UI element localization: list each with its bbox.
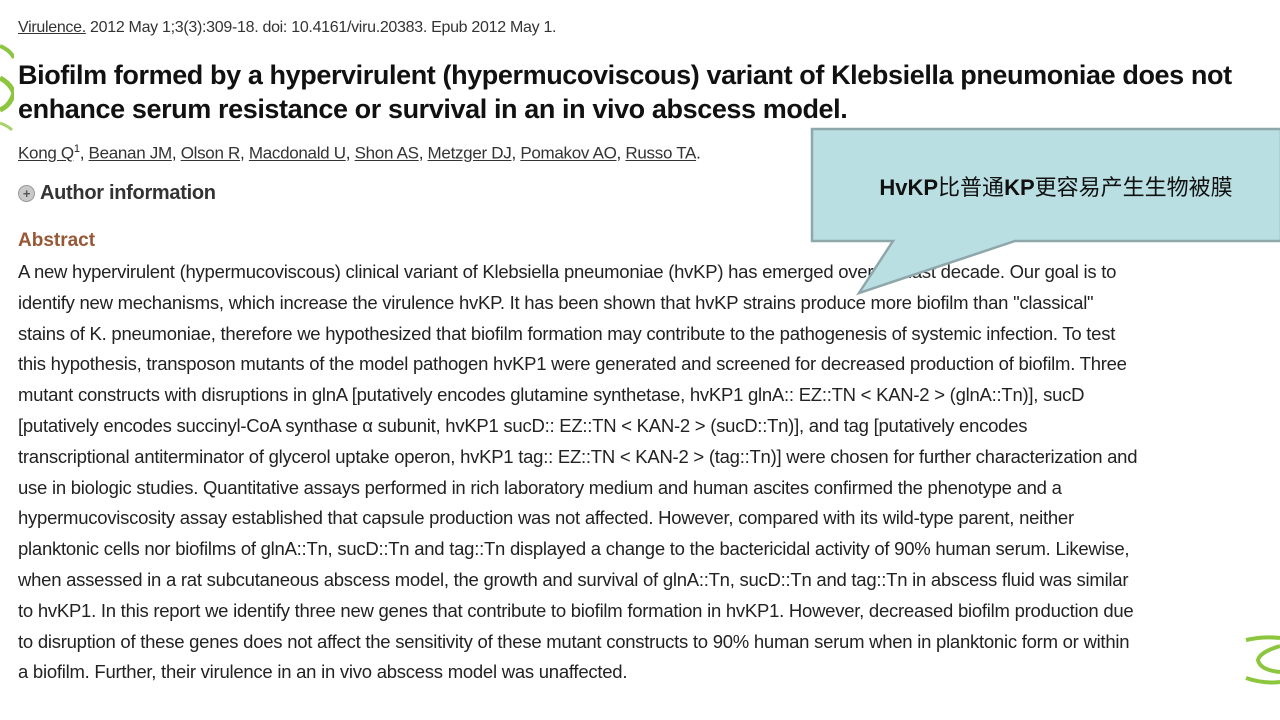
author-link[interactable]: Beanan JM bbox=[88, 143, 173, 163]
abstract-line: stains of K. pneumoniae, therefore we hy… bbox=[18, 322, 1116, 344]
logo-swoosh-icon bbox=[0, 44, 14, 132]
author-link[interactable]: Kong Q bbox=[18, 143, 74, 163]
abstract-line: this hypothesis, transposon mutants of t… bbox=[18, 353, 1127, 375]
abstract-line: [putatively encodes succinyl-CoA synthas… bbox=[18, 414, 1028, 436]
author-link[interactable]: Macdonald U bbox=[248, 143, 346, 163]
journal-link[interactable]: Virulence. bbox=[18, 19, 86, 36]
abstract-heading: Abstract bbox=[18, 230, 96, 251]
citation-details: 2012 May 1;3(3):309-18. doi: 10.4161/vir… bbox=[85, 19, 557, 36]
author-link[interactable]: Shon AS bbox=[354, 143, 419, 163]
abstract-line: mutant constructs with disruptions in gl… bbox=[18, 384, 1085, 406]
abstract-text: A new hypervirulent (hypermucoviscous) c… bbox=[18, 257, 1138, 688]
expand-plus-icon: + bbox=[18, 185, 35, 202]
abstract-line: hypermucoviscosity assay established tha… bbox=[18, 507, 1074, 529]
abstract-line: a biofilm. Further, their virulence in a… bbox=[18, 661, 628, 683]
affiliation-marker: 1 bbox=[73, 143, 80, 155]
abstract-line: use in biologic studies. Quantitative as… bbox=[18, 476, 1062, 498]
abstract-line: to hvKP1. In this report we identify thr… bbox=[18, 599, 1134, 621]
abstract-line: identify new mechanisms, which increase … bbox=[18, 291, 1094, 313]
author-information-label: Author information bbox=[40, 182, 216, 204]
abstract-line: planktonic cells nor biofilms of glnA::T… bbox=[18, 538, 1130, 560]
abstract-line: when assessed in a rat subcutaneous absc… bbox=[18, 568, 1129, 590]
citation: Virulence. 2012 May 1;3(3):309-18. doi: … bbox=[18, 19, 556, 37]
abstract-line: transcriptional antiterminator of glycer… bbox=[18, 445, 1138, 467]
abstract-line: A new hypervirulent (hypermucoviscous) c… bbox=[18, 261, 1117, 282]
author-link[interactable]: Metzger DJ bbox=[427, 143, 512, 163]
abstract-line: to disruption of these genes does not af… bbox=[18, 630, 1130, 652]
author-information-toggle[interactable]: + Author information bbox=[18, 182, 216, 205]
logo-swoosh-icon bbox=[1245, 635, 1280, 685]
author-link[interactable]: Olson R bbox=[180, 143, 241, 163]
article-title: Biofilm formed by a hypervirulent (hyper… bbox=[18, 60, 1232, 124]
author-list: Kong Q1, Beanan JM, Olson R, Macdonald U… bbox=[18, 143, 701, 163]
callout-text: HvKP比普通KP更容易产生生物被膜 bbox=[879, 175, 1233, 200]
author-link[interactable]: Russo TA bbox=[625, 143, 697, 163]
author-link[interactable]: Pomakov AO bbox=[520, 143, 617, 163]
